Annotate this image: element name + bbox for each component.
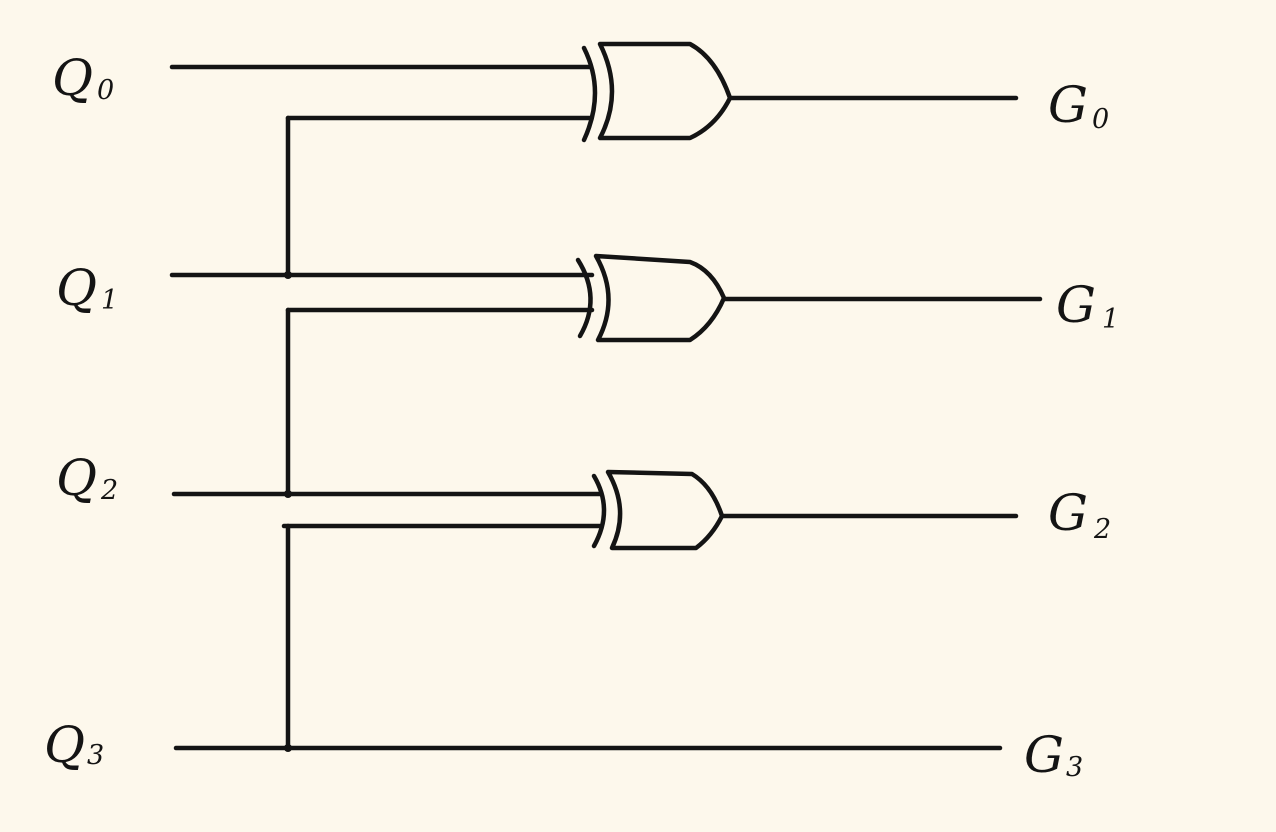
- xor-gate-2: [591, 469, 725, 551]
- output-label-g3: G3: [1024, 726, 1083, 784]
- xor-gate-1: [575, 253, 727, 343]
- junction-dot-q2: [284, 490, 292, 498]
- junction-dot-q3: [284, 744, 292, 752]
- junction-dot-q1: [284, 271, 292, 279]
- input-label-q3: Q3: [44, 716, 104, 774]
- xor-gate-0: [581, 41, 733, 143]
